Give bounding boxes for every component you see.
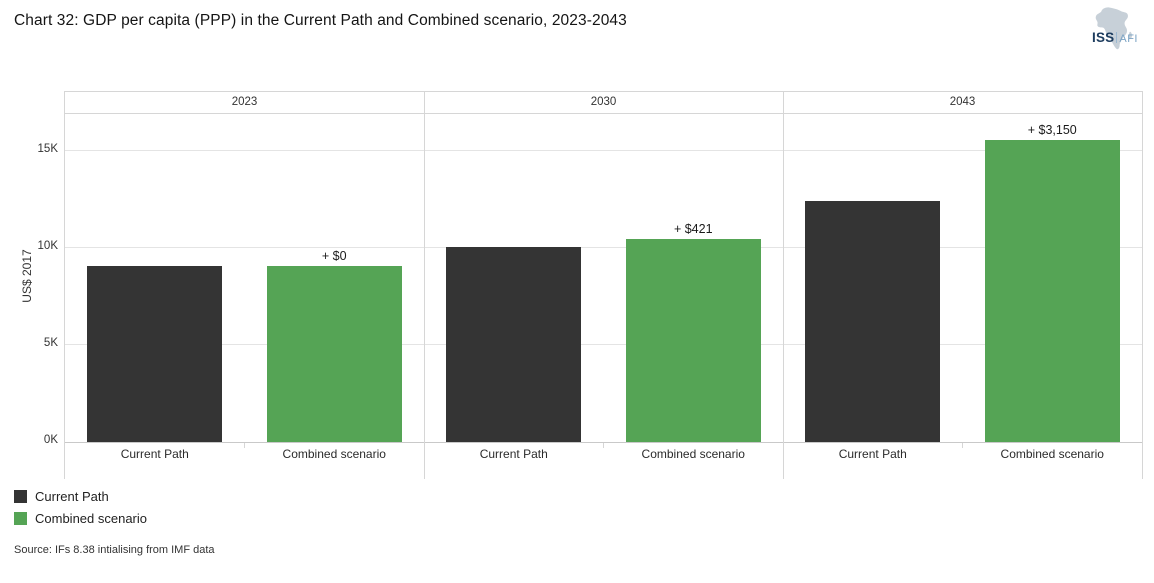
facet-header-row: 2023 2030 2043 [65,92,1142,114]
source-note: Source: IFs 8.38 intialising from IMF da… [14,544,215,556]
legend-swatch-combined-scenario [14,512,27,525]
facet-header-2043: 2043 [949,96,976,108]
facet-header-2030: 2030 [590,96,617,108]
legend: Current Path Combined scenario [14,489,147,533]
facet-separator [423,92,425,479]
bar-annotation: + $3,150 [1027,123,1077,138]
bar-annotation: + $0 [321,249,347,264]
category-label-current-path: Current Path [120,447,189,461]
category-label-combined-scenario: Combined scenario [282,447,386,461]
logo-unit: AFI [1119,33,1138,45]
gridline-15K [65,150,1142,152]
bar-annotation: + $421 [673,221,713,236]
category-divider-tick [962,443,963,448]
chart-title: Chart 32: GDP per capita (PPP) in the Cu… [14,12,627,29]
category-label-current-path: Current Path [838,447,907,461]
category-label-combined-scenario: Combined scenario [641,447,745,461]
y-axis-title: US$ 2017 [20,249,34,303]
logo-text: ISS AFI [1092,31,1138,46]
bar-2043-current-path [805,201,941,442]
plot-area: + $0 + $421 + $3,150 [65,114,1142,443]
bar-2030-combined-scenario [625,238,761,442]
category-divider-tick [603,443,604,448]
category-label-combined-scenario: Combined scenario [1000,447,1104,461]
bar-2023-combined-scenario [266,266,402,442]
bar-2030-current-path [446,246,582,442]
africa-map-icon [1095,7,1132,50]
legend-item-combined-scenario: Combined scenario [14,511,147,526]
gridline-5K [65,344,1142,346]
y-tick-label-0K: 0K [43,434,58,446]
bar-2023-current-path [87,266,223,442]
chart-area: 2023 2030 2043 + $0 + $421 + $3,150 Current … [64,91,1143,479]
legend-swatch-current-path [14,490,27,503]
gridline-10K [65,247,1142,249]
y-tick-label-10K: 10K [37,239,58,252]
y-tick-label-5K: 5K [43,336,58,349]
facet-header-2023: 2023 [231,96,258,108]
y-tick-label-15K: 15K [37,142,58,155]
legend-label: Current Path [35,489,109,504]
facet-separator [782,92,784,479]
x-axis-label-row: Current Path Combined scenario Current Pat… [65,443,1142,479]
legend-item-current-path: Current Path [14,489,147,504]
logo-divider [1116,32,1118,43]
iss-afi-logo: ISS AFI [1091,6,1145,52]
category-divider-tick [244,443,245,448]
logo-org: ISS [1092,30,1115,45]
legend-label: Combined scenario [35,511,148,526]
category-label-current-path: Current Path [479,447,548,461]
bar-2043-combined-scenario [984,140,1120,442]
